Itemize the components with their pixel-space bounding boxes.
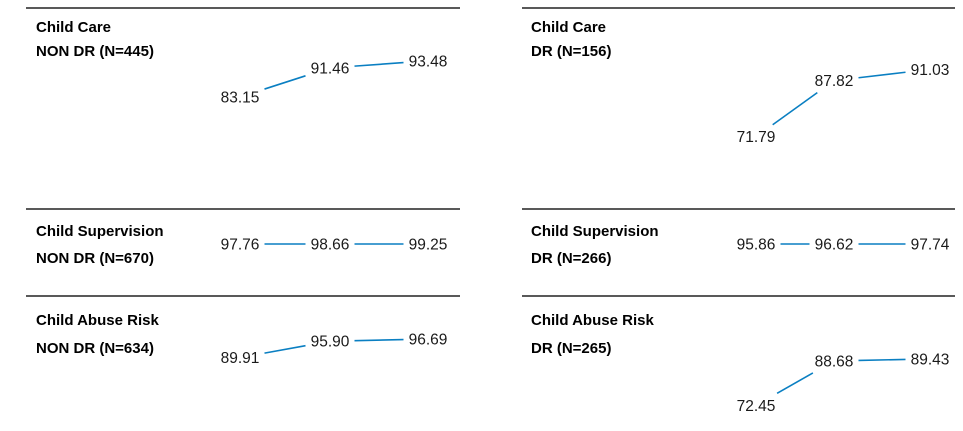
series-segment (354, 61, 404, 67)
panel-subtitle: DR (N=265) (531, 340, 611, 357)
panel-4: Child Care DR (N=156) 71.79 87.82 91.03 (522, 7, 955, 146)
data-label: 87.82 (815, 73, 854, 90)
data-label: 91.46 (311, 60, 350, 77)
panel-title: Child Care (531, 19, 606, 36)
panel-subtitle: DR (N=156) (531, 43, 611, 60)
data-label: 95.86 (737, 237, 776, 254)
panel-subtitle: NON DR (N=670) (36, 250, 154, 267)
panel-subtitle: DR (N=266) (531, 250, 611, 267)
panel-1: Child Care NON DR (N=445) 83.15 91.46 93.48 (26, 7, 460, 106)
panel-2: Child Supervision NON DR (N=670) 97.76 98.6… (26, 208, 460, 267)
series-segment (264, 75, 306, 90)
panel-subtitle: NON DR (N=634) (36, 340, 154, 357)
panel-6: Child Abuse Risk DR (N=265) 72.45 88.68 89.4… (522, 295, 955, 415)
data-label: 83.15 (221, 89, 260, 106)
panel-5: Child Supervision DR (N=266) 95.86 96.62 97.… (522, 208, 955, 267)
data-label: 99.25 (409, 237, 448, 254)
data-label: 72.45 (737, 398, 776, 415)
panel-title: Child Supervision (36, 223, 164, 240)
panel-3: Child Abuse Risk NON DR (N=634) 89.91 95.90… (26, 295, 460, 367)
data-label: 96.62 (815, 237, 854, 254)
series-segment (772, 91, 818, 126)
series-segment (776, 372, 814, 394)
panel-title: Child Abuse Risk (531, 312, 654, 329)
data-label: 88.68 (815, 353, 854, 370)
data-label: 93.48 (409, 53, 448, 70)
series-segment (858, 71, 906, 79)
data-label: 96.69 (409, 332, 448, 349)
panel-title: Child Supervision (531, 223, 659, 240)
series-segment (264, 344, 306, 354)
series-segment (858, 358, 906, 362)
data-label: 71.79 (737, 129, 776, 146)
data-label: 97.76 (221, 237, 260, 254)
panel-subtitle: NON DR (N=445) (36, 43, 154, 60)
panel-title: Child Abuse Risk (36, 312, 159, 329)
data-label: 89.43 (911, 351, 950, 368)
panel-title: Child Care (36, 19, 111, 36)
data-label: 98.66 (311, 237, 350, 254)
data-label: 91.03 (911, 62, 950, 79)
series-segment (354, 338, 404, 342)
data-label: 97.74 (911, 237, 950, 254)
data-label: 89.91 (221, 350, 260, 367)
data-label: 95.90 (311, 334, 350, 351)
